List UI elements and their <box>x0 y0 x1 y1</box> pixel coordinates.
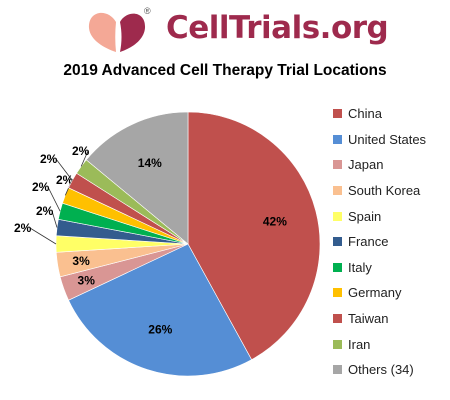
legend-swatch <box>333 134 342 144</box>
legend-item-south-korea: South Korea <box>333 178 426 204</box>
legend-swatch <box>333 262 342 272</box>
leader-line-taiwan <box>55 158 73 181</box>
legend-item-iran: Iran <box>333 331 426 357</box>
legend-item-italy: Italy <box>333 255 426 281</box>
pie-slice-china <box>187 111 321 361</box>
chart-title: 2019 Advanced Cell Therapy Trial Locatio… <box>63 62 387 79</box>
logo-text: CellTrials.org <box>166 10 389 46</box>
legend-item-spain: Spain <box>333 203 426 229</box>
registered-mark: ® <box>144 6 151 16</box>
legend-swatch <box>333 339 342 349</box>
legend-label: Taiwan <box>348 311 389 327</box>
data-label-italy: 2% <box>32 180 50 194</box>
data-label-united-states: 26% <box>148 322 172 336</box>
legend-label: Spain <box>348 208 382 224</box>
legend-item-japan: Japan <box>333 152 426 178</box>
legend-item-united-states: United States <box>333 127 426 153</box>
legend-label: Iran <box>348 336 371 352</box>
legend-swatch <box>333 186 342 196</box>
leader-line-italy <box>47 186 61 212</box>
legend-label: Others (34) <box>348 362 414 378</box>
legend-swatch <box>333 237 342 247</box>
legend-item-france: France <box>333 229 426 255</box>
logo: ® CellTrials.org <box>86 4 416 54</box>
legend-item-taiwan: Taiwan <box>333 306 426 332</box>
data-label-others-34: 14% <box>138 156 162 170</box>
legend-item-germany: Germany <box>333 280 426 306</box>
data-label-france: 2% <box>36 204 54 218</box>
legend-label: Germany <box>348 285 402 301</box>
legend-swatch <box>333 314 342 324</box>
legend-item-others-34: Others (34) <box>333 357 426 383</box>
legend-label: France <box>348 234 389 250</box>
data-label-japan: 3% <box>78 274 96 288</box>
legend-label: Japan <box>348 157 384 173</box>
chart-legend: China United States Japan South Korea Spain F… <box>333 101 426 383</box>
legend-label: United States <box>348 131 427 147</box>
logo-mark-icon <box>88 12 146 52</box>
pie-slice-united-states <box>68 243 252 377</box>
leader-line-spain <box>29 227 57 245</box>
data-label-taiwan: 2% <box>40 152 58 166</box>
legend-label: Italy <box>348 259 372 275</box>
legend-label: South Korea <box>348 183 421 199</box>
pie-slice-others-34 <box>85 111 189 245</box>
legend-swatch <box>333 109 342 119</box>
data-label-spain: 2% <box>14 221 32 235</box>
leader-line-france <box>51 210 58 228</box>
leader-line-iran <box>80 150 89 167</box>
legend-swatch <box>333 365 342 375</box>
legend-swatch <box>333 211 342 221</box>
data-label-china: 42% <box>263 215 287 229</box>
legend-swatch <box>333 288 342 298</box>
legend-item-china: China <box>333 101 426 127</box>
data-label-south-korea: 3% <box>72 254 90 268</box>
data-label-iran: 2% <box>72 144 90 158</box>
legend-label: China <box>348 106 382 122</box>
legend-swatch <box>333 160 342 170</box>
